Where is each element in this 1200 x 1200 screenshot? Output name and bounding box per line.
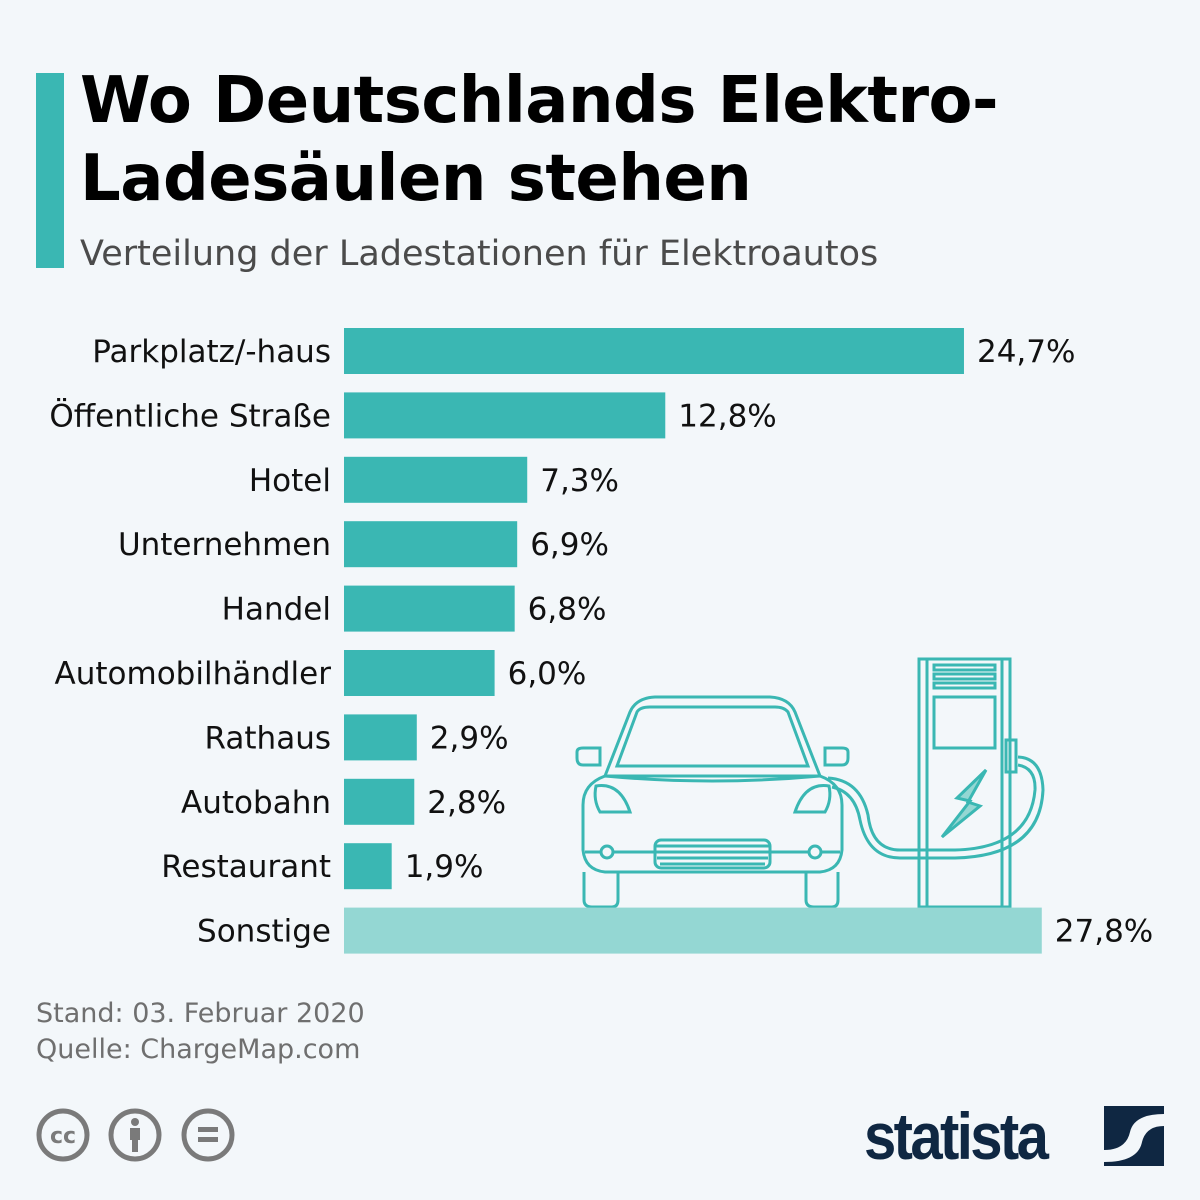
bar-7 [344,778,415,825]
data-label: 24,7% [977,334,1075,370]
bar-chart: Parkplatz/-haus 24,7% Öffentliche Straße 12… [49,328,1153,954]
title-accent-bar [36,73,64,268]
car-charging-illustration [575,657,1045,909]
date-note: Stand: 03. Februar 2020 [36,998,365,1029]
category-label: Autobahn [181,785,331,821]
category-label: Unternehmen [118,527,331,563]
title-line-2: Ladesäulen stehen [80,142,752,216]
data-label: 6,0% [508,656,587,692]
cc-icon[interactable]: cc [36,1108,90,1162]
bar-1 [344,392,666,439]
data-label: 6,9% [530,527,609,563]
statista-logo: statista [864,1099,1049,1173]
attribution-icon[interactable] [108,1108,162,1162]
category-label: Öffentliche Straße [49,397,331,434]
data-label: 12,8% [678,398,776,434]
category-label: Restaurant [161,849,331,885]
svg-text:cc: cc [50,1124,76,1149]
bar-2 [344,456,528,503]
bar-0 [344,328,964,374]
data-label: 2,8% [427,785,506,821]
category-label: Parkplatz/-haus [92,334,331,370]
bar-5 [344,650,495,696]
category-label: Sonstige [197,914,331,950]
category-label: Automobilhändler [55,656,332,692]
data-label: 1,9% [405,849,484,885]
bar-8 [344,843,392,890]
no-derivatives-icon[interactable] [181,1108,235,1162]
data-label: 2,9% [430,720,509,756]
category-label: Handel [222,592,331,628]
subtitle: Verteilung der Ladestationen für Elektro… [80,234,879,274]
source-note: Quelle: ChargeMap.com [36,1034,361,1065]
data-label: 27,8% [1055,914,1153,950]
statista-logo-mark-icon [1104,1106,1164,1166]
title-line-1: Wo Deutschlands Elektro- [80,64,999,138]
bar-4 [344,585,515,632]
bar-9 [344,907,1042,954]
category-label: Rathaus [205,720,331,756]
bar-3 [344,521,518,568]
category-label: Hotel [249,463,331,499]
bar-6 [344,714,417,761]
data-label: 7,3% [540,463,619,499]
data-label: 6,8% [528,592,607,628]
page-title: Wo Deutschlands Elektro- Ladesäulen stehe… [80,62,999,218]
